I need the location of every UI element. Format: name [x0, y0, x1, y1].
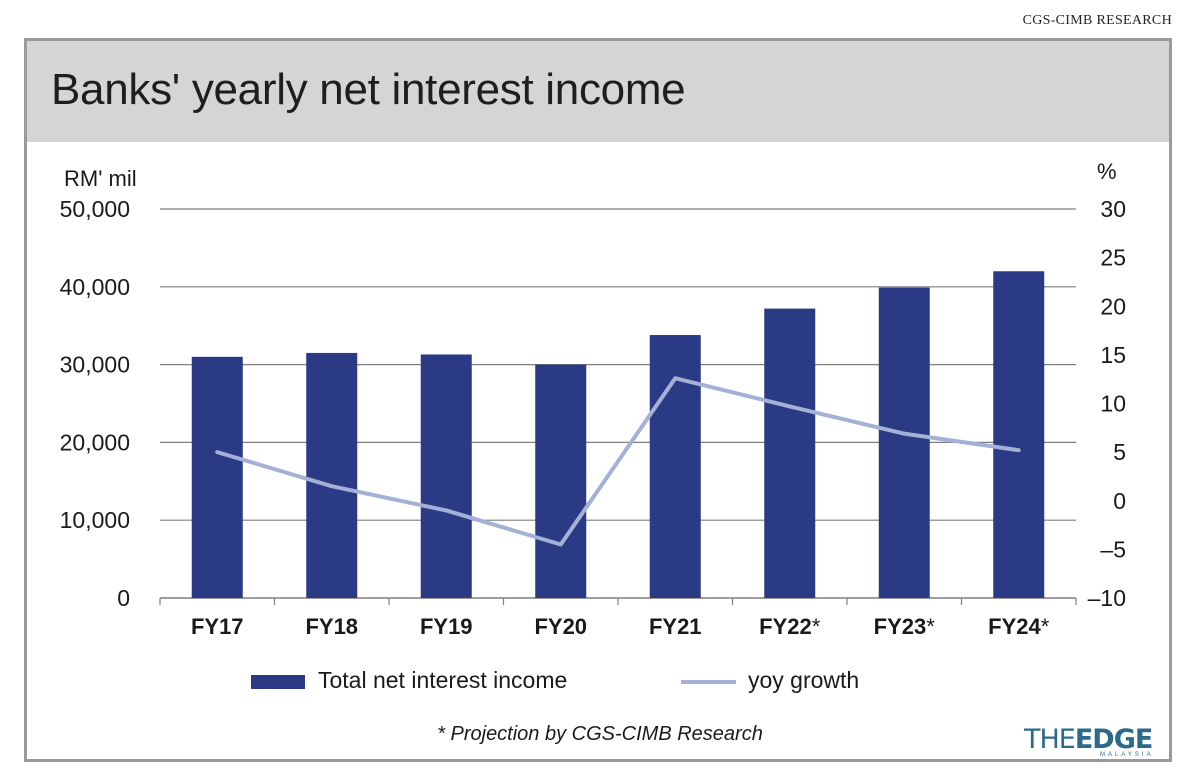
x-tick-label-main: FY17 — [191, 614, 244, 639]
line-series — [215, 376, 1021, 547]
x-tick-label: FY23* — [874, 614, 936, 639]
bar-FY18 — [306, 352, 358, 598]
left-axis-label: RM' mil — [64, 166, 137, 191]
left-tick-label: 10,000 — [60, 507, 130, 533]
x-tick-label: FY21 — [649, 614, 702, 639]
right-y-axis: –10 –5 0 5 10 15 20 25 30% — [1088, 159, 1126, 611]
x-tick-label-asterisk: * — [926, 614, 935, 639]
x-tick-label-main: FY23 — [874, 614, 927, 639]
bar-series — [191, 271, 1045, 598]
left-tick-label: 0 — [117, 585, 130, 611]
right-tick-label: 0 — [1113, 488, 1126, 514]
x-tick-label: FY19 — [420, 614, 473, 639]
bar-FY21 — [649, 335, 701, 598]
x-tick-label: FY22* — [759, 614, 821, 639]
logo-subtitle: MALAYSIA — [1100, 752, 1154, 758]
bar-FY19 — [420, 354, 472, 598]
x-tick-label-asterisk: * — [812, 614, 821, 639]
x-tick-label-main: FY18 — [305, 614, 358, 639]
right-tick-label: 10 — [1100, 391, 1126, 417]
gridlines — [160, 208, 1076, 599]
legend-label-line: yoy growth — [748, 667, 859, 693]
right-tick-label: –10 — [1088, 585, 1126, 611]
legend-label-bar: Total net interest income — [318, 667, 567, 693]
right-tick-label: 15 — [1100, 342, 1126, 368]
left-tick-label: 50,000 — [60, 196, 130, 222]
yoy-growth-line — [215, 376, 1021, 547]
x-tick-label: FY17 — [191, 614, 244, 639]
right-tick-label: 5 — [1113, 439, 1126, 465]
right-tick-label: 25 — [1100, 245, 1126, 271]
x-tick-label-main: FY22 — [759, 614, 812, 639]
x-tick-label-main: FY24 — [988, 614, 1041, 639]
bar-FY20 — [535, 364, 587, 598]
right-tick-label: –5 — [1100, 536, 1126, 562]
right-tick-label: 30 — [1100, 196, 1126, 222]
x-tick-label: FY18 — [305, 614, 358, 639]
footnote: * Projection by CGS-CIMB Research — [437, 723, 763, 745]
left-tick-label: 20,000 — [60, 429, 130, 455]
x-tick-label: FY20 — [534, 614, 587, 639]
title-bar: Banks' yearly net interest income — [27, 41, 1169, 142]
x-tick-label-main: FY21 — [649, 614, 702, 639]
right-axis-label: % — [1097, 159, 1117, 184]
x-tick-label-main: FY20 — [534, 614, 587, 639]
x-tick-label-main: FY19 — [420, 614, 473, 639]
left-y-axis: 0 10,000 20,000 30,000 40,000 50,000 RM' mil — [60, 166, 137, 611]
bar-FY22 — [764, 308, 816, 598]
bar-FY17 — [191, 356, 243, 598]
x-tick-label-asterisk: * — [1041, 614, 1050, 639]
logo-part-1: THE — [1024, 724, 1076, 755]
x-tick-label: FY24* — [988, 614, 1050, 639]
bar-FY24 — [993, 271, 1045, 598]
legend: Total net interest income yoy growth — [251, 667, 859, 693]
left-tick-label: 40,000 — [60, 274, 130, 300]
left-tick-label: 30,000 — [60, 352, 130, 378]
the-edge-logo: THEEDGE — [1024, 724, 1153, 755]
chart-title: Banks' yearly net interest income — [51, 65, 686, 114]
right-tick-label: 20 — [1100, 293, 1126, 319]
x-axis: FY17 FY18 FY19 FY20 FY21 FY22* FY23* FY24* — [159, 598, 1077, 639]
source-label: CGS-CIMB RESEARCH — [1022, 13, 1172, 28]
bar-FY23 — [878, 287, 930, 598]
logo-part-2: EDGE — [1074, 724, 1153, 755]
legend-swatch-bar — [251, 675, 305, 689]
